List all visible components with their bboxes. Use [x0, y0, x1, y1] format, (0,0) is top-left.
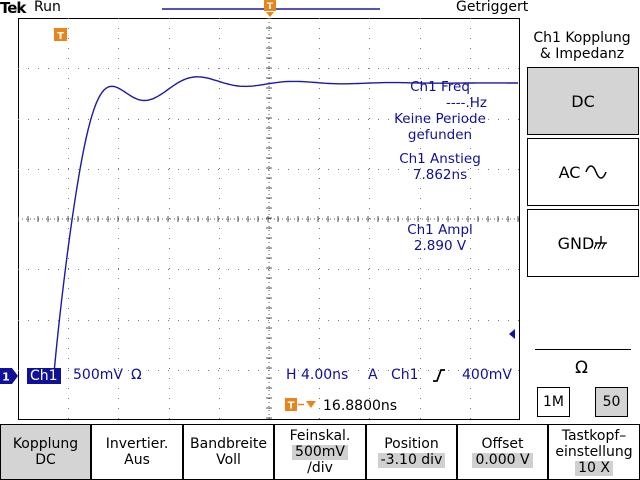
- trigger-mode: A: [368, 367, 378, 383]
- rise-label: Ch1 Anstieg: [399, 151, 481, 167]
- probe-value: 10 X: [575, 461, 613, 476]
- svg-text:T: T: [57, 31, 64, 42]
- impedance-1m-option[interactable]: 1M: [537, 387, 570, 417]
- freq-note-1: Keine Periode: [394, 111, 486, 127]
- kopplung-value: DC: [35, 452, 56, 468]
- ch1-indicator: Ch1: [27, 368, 61, 384]
- bandwidth-value: Voll: [216, 452, 241, 468]
- rise-measurement: Ch1 Anstieg 7.862ns: [385, 151, 495, 183]
- kopplung-button[interactable]: Kopplung DC: [0, 424, 91, 480]
- svg-text:T: T: [267, 2, 274, 12]
- offset-label: Offset: [481, 436, 524, 452]
- fine-scale-label: Feinskal.: [289, 428, 351, 444]
- trigger-offset-icon: T: [285, 398, 316, 412]
- ground-symbol-icon: [594, 236, 608, 250]
- side-menu-title: Ch1 Kopplung & Impedanz: [524, 30, 640, 62]
- trigger-level: 400mV: [462, 367, 512, 383]
- coupling-dc-label: DC: [571, 91, 595, 111]
- kopplung-label: Kopplung: [12, 436, 79, 452]
- impedance-symbol: Ω: [131, 367, 142, 383]
- probe-label-2: einstellung: [555, 444, 633, 460]
- trigger-state: Getriggert: [456, 0, 529, 15]
- coupling-dc-button[interactable]: DC: [527, 67, 639, 135]
- impedance-50-option[interactable]: 50: [595, 387, 628, 417]
- waveform-display[interactable]: T: [18, 18, 520, 420]
- ampl-label: Ch1 Ampl: [407, 222, 473, 238]
- impedance-50-label: 50: [602, 394, 621, 410]
- rise-value: 7.862ns: [412, 167, 468, 183]
- run-state: Run: [34, 0, 61, 15]
- ch1-ground-marker-icon: 1: [0, 368, 18, 384]
- trigger-source: Ch1: [391, 367, 419, 383]
- freq-label: Ch1 Freq: [410, 79, 470, 95]
- coupling-ac-label: AC: [558, 162, 581, 182]
- top-status-bar: Tek Run T Getriggert: [0, 0, 640, 18]
- probe-setup-button[interactable]: Tastkopf– einstellung 10 X: [548, 424, 640, 480]
- side-menu-title-line1: Ch1 Kopplung: [533, 30, 631, 46]
- position-button[interactable]: Position -3.10 div: [366, 424, 457, 480]
- brand-logo: Tek: [0, 0, 26, 17]
- position-label: Position: [384, 436, 439, 452]
- svg-text:T: T: [288, 401, 295, 412]
- side-menu-title-line2: & Impedanz: [539, 46, 625, 62]
- fine-scale-value: 500mV: [292, 445, 348, 460]
- trigger-level-arrow-icon: [509, 329, 515, 339]
- ampl-measurement: Ch1 Ampl 2.890 V: [385, 222, 495, 254]
- invert-value: Aus: [124, 452, 150, 468]
- horizontal-scale: H 4.00ns: [286, 367, 349, 383]
- ampl-value: 2.890 V: [413, 238, 467, 254]
- bandwidth-label: Bandbreite: [190, 436, 267, 452]
- fine-scale-button[interactable]: Feinskal. 500mV /div: [274, 424, 366, 480]
- graticule: [18, 18, 520, 420]
- probe-label-1: Tastkopf–: [561, 428, 627, 444]
- rising-edge-icon: [433, 369, 445, 382]
- ch1-waveform-trace: [48, 76, 518, 374]
- freq-note-2: gefunden: [407, 127, 473, 143]
- impedance-1m-label: 1M: [543, 394, 564, 410]
- offset-button[interactable]: Offset 0.000 V: [457, 424, 548, 480]
- coupling-gnd-button[interactable]: GND: [527, 209, 639, 277]
- volts-per-div: 500mV: [73, 367, 123, 383]
- fine-scale-unit: /div: [307, 460, 333, 476]
- sine-wave-icon: [585, 165, 608, 179]
- trigger-position-icon: T: [264, 0, 276, 17]
- coupling-ac-button[interactable]: AC: [527, 138, 639, 206]
- impedance-divider: [535, 349, 631, 350]
- position-value: -3.10 div: [377, 453, 446, 468]
- freq-value: ----.Hz: [445, 95, 487, 111]
- bandwidth-button[interactable]: Bandbreite Voll: [183, 424, 274, 480]
- svg-text:1: 1: [2, 371, 10, 384]
- trigger-marker-icon: T: [54, 28, 67, 42]
- coupling-gnd-label: GND: [557, 233, 595, 253]
- impedance-title: Ω: [575, 358, 588, 378]
- invert-label: Invertier.: [105, 436, 169, 452]
- freq-measurement: Ch1 Freq ----.Hz Keine Periode gefunden: [385, 79, 495, 143]
- trigger-offset-value: 16.8800ns: [323, 398, 398, 414]
- offset-value: 0.000 V: [472, 453, 533, 468]
- invert-button[interactable]: Invertier. Aus: [91, 424, 183, 480]
